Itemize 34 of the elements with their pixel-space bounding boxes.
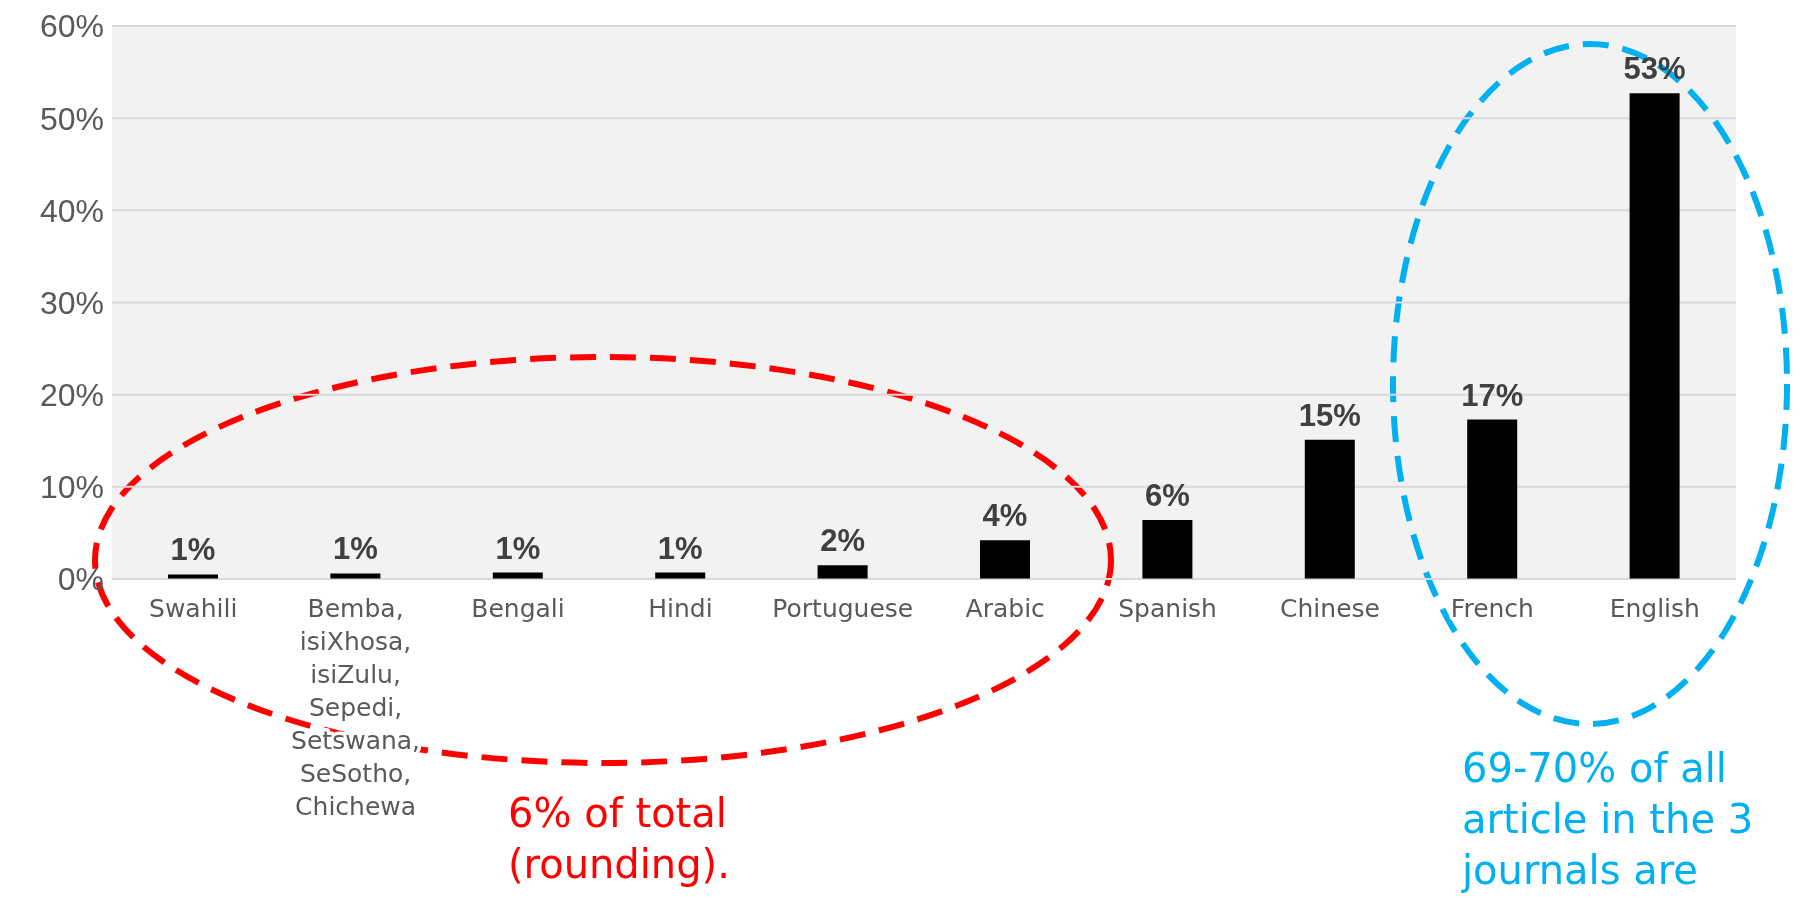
y-tick-label: 10% — [39, 469, 104, 506]
bar — [1142, 520, 1193, 579]
data-label: 17% — [1461, 377, 1524, 413]
x-tick-label: Hindi — [648, 594, 713, 623]
y-tick-label: 50% — [39, 100, 104, 137]
x-tick-label: French — [1450, 594, 1534, 623]
x-tick-label: Chinese — [1280, 594, 1380, 623]
data-label: 4% — [982, 498, 1028, 534]
data-label: 1% — [657, 530, 703, 566]
bar — [1629, 93, 1680, 579]
data-label: 6% — [1144, 478, 1190, 514]
y-tick-label: 20% — [39, 377, 104, 414]
bar — [330, 573, 381, 579]
x-tick-label: Bengali — [471, 594, 565, 623]
bar — [1304, 439, 1355, 579]
x-tick-label: Spanish — [1118, 594, 1217, 623]
data-label: 2% — [820, 523, 866, 559]
data-label: 1% — [170, 532, 216, 568]
data-label: 1% — [495, 530, 541, 566]
bar — [980, 540, 1030, 579]
text: 6% of total (rounding). — [508, 789, 731, 889]
x-tick-label: Swahili — [149, 594, 238, 623]
data-label: 15% — [1298, 397, 1361, 433]
data-label: 1% — [332, 531, 378, 567]
text: 69-70% of all article in the 3 journals are — [1462, 744, 1755, 893]
y-tick-label: 60% — [39, 8, 104, 45]
y-tick-label: 0% — [57, 561, 104, 598]
bar — [1467, 419, 1518, 579]
x-tick-label: Arabic — [965, 594, 1045, 623]
x-tick-label: Portuguese — [772, 594, 914, 623]
bar — [817, 565, 868, 579]
y-tick-label: 40% — [39, 192, 104, 229]
y-tick-label: 30% — [39, 284, 104, 321]
x-tick-label: English — [1609, 594, 1700, 623]
